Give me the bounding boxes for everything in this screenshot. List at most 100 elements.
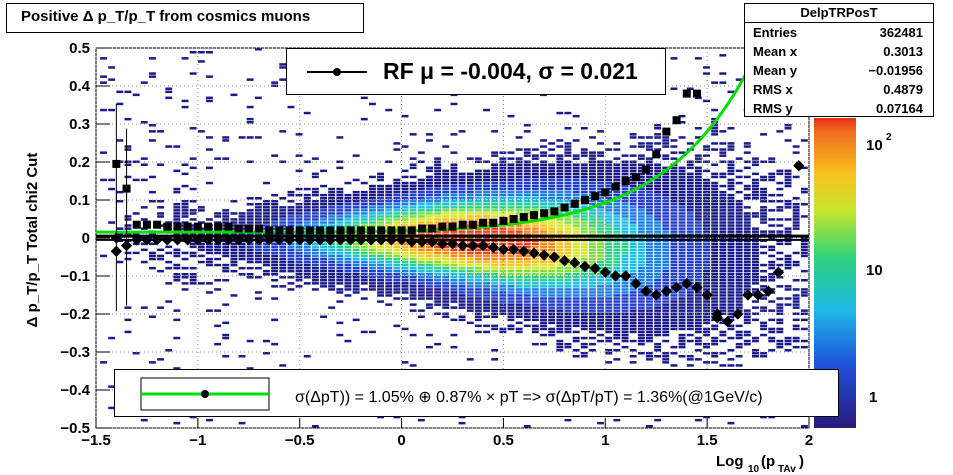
density-cell bbox=[295, 266, 303, 270]
density-cell bbox=[515, 193, 523, 197]
density-cell bbox=[605, 203, 613, 206]
density-cell bbox=[540, 312, 547, 315]
density-cell bbox=[711, 339, 719, 343]
density-cell bbox=[426, 303, 433, 306]
density-cell bbox=[629, 318, 637, 322]
density-cell bbox=[776, 181, 784, 185]
density-cell bbox=[507, 163, 515, 166]
density-cell bbox=[230, 263, 238, 267]
density-cell bbox=[768, 327, 776, 331]
density-cell bbox=[540, 291, 547, 294]
density-cell bbox=[295, 269, 303, 273]
density-cell bbox=[474, 297, 482, 300]
density-cell bbox=[401, 218, 409, 221]
density-cell bbox=[531, 297, 539, 300]
density-cell bbox=[564, 248, 572, 252]
density-cell bbox=[287, 105, 295, 109]
density-cell bbox=[556, 330, 564, 334]
density-cell bbox=[540, 187, 547, 191]
density-cell bbox=[784, 178, 792, 182]
density-cell bbox=[417, 291, 425, 294]
density-cell bbox=[483, 269, 490, 273]
density-cell bbox=[222, 303, 230, 306]
density-cell bbox=[548, 282, 556, 285]
density-cell bbox=[548, 187, 556, 191]
density-cell bbox=[637, 248, 645, 252]
density-cell bbox=[189, 254, 197, 258]
density-cell bbox=[328, 260, 336, 264]
density-cell bbox=[450, 184, 458, 188]
density-cell bbox=[662, 333, 670, 337]
density-cell bbox=[694, 190, 702, 194]
density-cell bbox=[409, 303, 417, 306]
density-cell bbox=[328, 276, 336, 279]
density-cell bbox=[637, 193, 645, 197]
density-cell bbox=[409, 269, 417, 273]
density-cell bbox=[719, 352, 727, 355]
density-cell bbox=[474, 221, 482, 224]
density-cell bbox=[531, 163, 539, 166]
density-cell bbox=[189, 251, 197, 255]
density-cell bbox=[727, 245, 735, 249]
density-cell bbox=[173, 263, 181, 267]
density-cell bbox=[140, 157, 148, 160]
density-cell bbox=[760, 245, 767, 249]
density-cell bbox=[230, 248, 238, 252]
density-cell bbox=[442, 303, 450, 306]
density-cell bbox=[743, 282, 751, 285]
density-cell bbox=[752, 282, 759, 285]
density-cell bbox=[491, 169, 499, 173]
density-cell bbox=[458, 254, 466, 258]
density-cell bbox=[344, 294, 352, 297]
density-cell bbox=[572, 190, 580, 194]
density-cell bbox=[271, 342, 279, 346]
density-cell bbox=[303, 215, 311, 218]
density-cell bbox=[499, 172, 507, 176]
density-cell bbox=[474, 200, 482, 203]
density-cell bbox=[572, 330, 580, 334]
density-cell bbox=[719, 200, 727, 203]
density-cell bbox=[548, 318, 556, 322]
density-cell bbox=[621, 197, 629, 200]
density-cell bbox=[320, 282, 327, 285]
density-cell bbox=[499, 215, 507, 218]
density-cell bbox=[320, 193, 327, 197]
x-tick-label: 2 bbox=[805, 432, 813, 449]
density-cell bbox=[450, 230, 458, 233]
density-cell bbox=[499, 230, 507, 233]
density-cell bbox=[320, 248, 327, 252]
density-cell bbox=[401, 175, 409, 179]
density-cell bbox=[483, 273, 490, 276]
density-cell bbox=[491, 260, 499, 264]
density-cell bbox=[646, 276, 653, 279]
density-cell bbox=[531, 273, 539, 276]
density-cell bbox=[678, 136, 686, 139]
density-cell bbox=[703, 190, 710, 194]
y-tick-label: −0.2 bbox=[60, 306, 90, 323]
density-cell bbox=[711, 260, 719, 264]
density-cell bbox=[621, 224, 629, 227]
density-cell bbox=[703, 333, 710, 337]
density-cell bbox=[426, 215, 433, 218]
sigma-marker bbox=[112, 159, 121, 168]
density-cell bbox=[474, 169, 482, 173]
density-cell bbox=[426, 169, 433, 173]
density-cell bbox=[442, 254, 450, 258]
density-cell bbox=[752, 260, 759, 264]
density-cell bbox=[540, 306, 547, 309]
density-cell bbox=[474, 160, 482, 163]
density-cell bbox=[572, 321, 580, 325]
density-cell bbox=[792, 203, 800, 206]
density-cell bbox=[621, 172, 629, 176]
x-tick-label: −1.5 bbox=[81, 432, 111, 449]
density-cell bbox=[572, 315, 580, 318]
density-cell bbox=[181, 163, 189, 166]
density-cell bbox=[654, 245, 662, 249]
density-cell bbox=[580, 172, 588, 176]
density-cell bbox=[654, 187, 662, 191]
density-cell bbox=[360, 297, 368, 300]
density-cell bbox=[450, 266, 458, 270]
density-cell bbox=[589, 166, 596, 170]
density-cell bbox=[401, 285, 409, 288]
density-cell bbox=[719, 306, 727, 309]
